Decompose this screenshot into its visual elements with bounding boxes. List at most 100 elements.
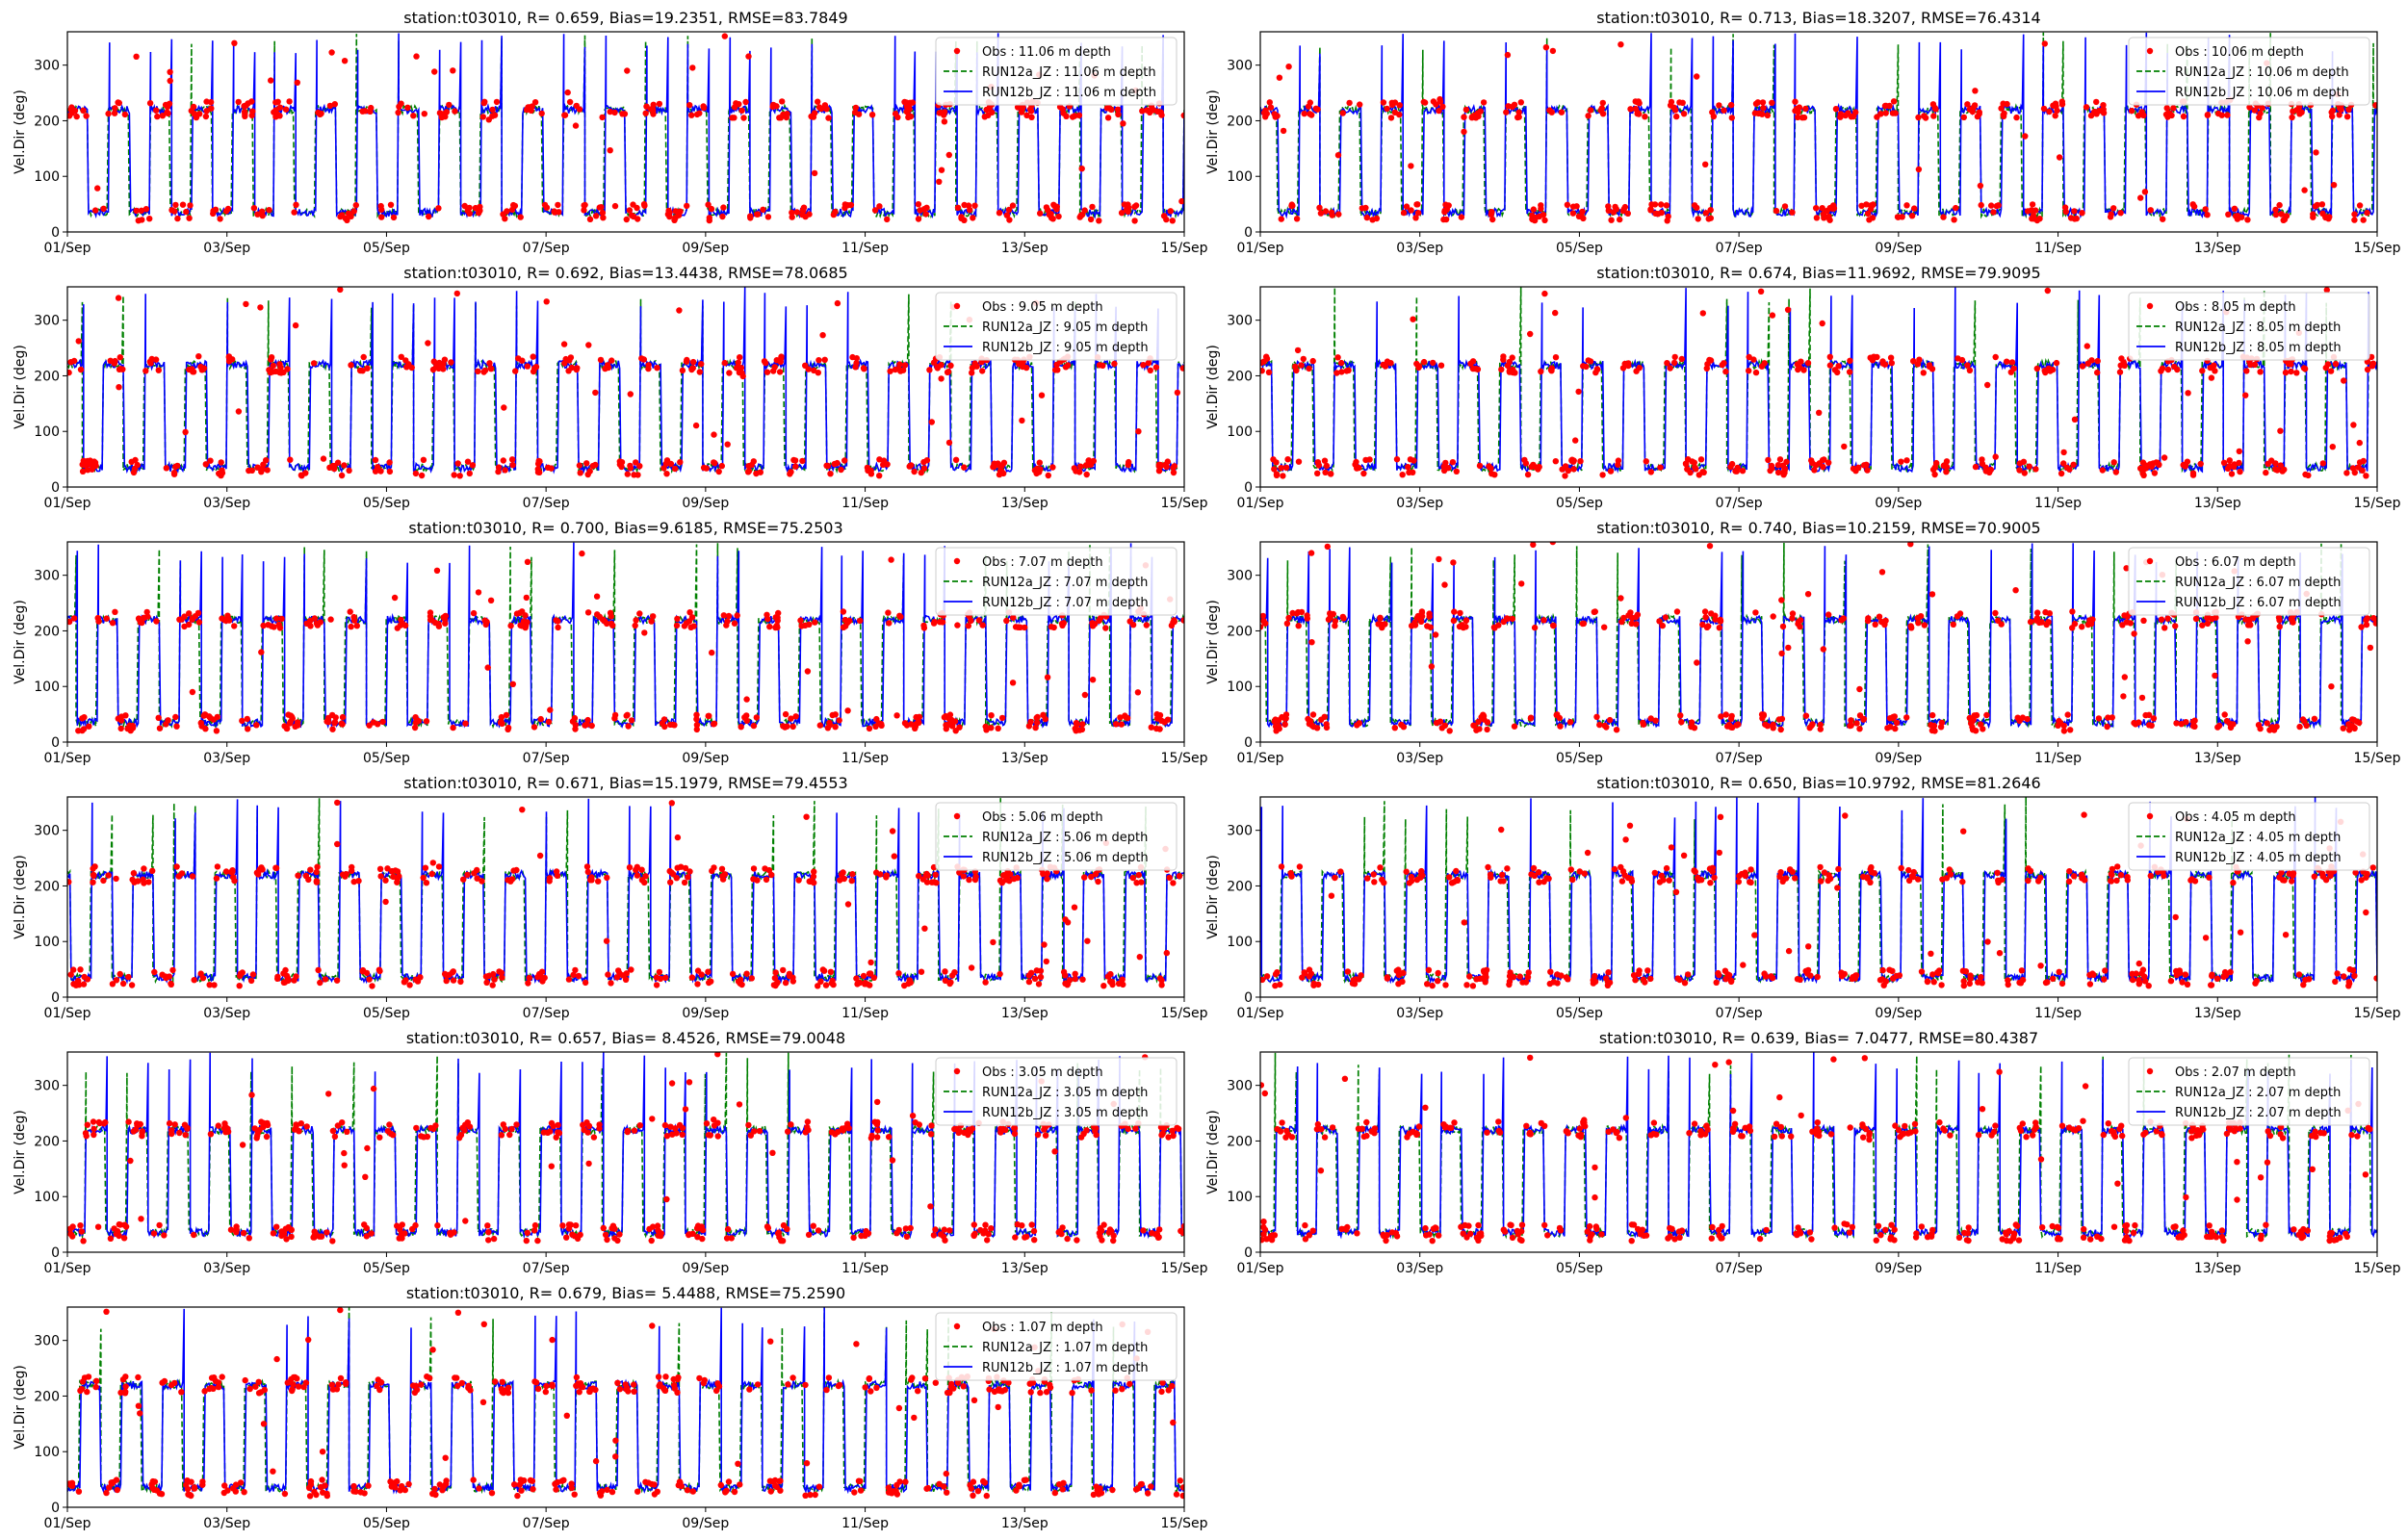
obs-point [328, 1381, 335, 1389]
obs-point [1006, 217, 1013, 223]
obs-point [805, 366, 812, 372]
obs-point [1148, 724, 1155, 731]
obs-point [411, 724, 419, 732]
obs-point [508, 1125, 515, 1133]
obs-point [1718, 1235, 1724, 1242]
obs-point [258, 1118, 265, 1125]
obs-point [1544, 1232, 1551, 1239]
obs-point [318, 1233, 325, 1240]
obs-point [480, 1321, 487, 1328]
obs-point [1652, 717, 1659, 724]
obs-point [592, 389, 599, 397]
obs-point [677, 459, 684, 466]
obs-point [1717, 813, 1724, 820]
obs-point [1648, 201, 1655, 208]
obs-point [995, 460, 1001, 467]
obs-point [932, 1226, 939, 1233]
obs-point [1567, 866, 1575, 873]
obs-point [1538, 202, 1544, 209]
obs-point [331, 101, 338, 108]
obs-point [199, 366, 207, 372]
obs-point [1671, 107, 1679, 114]
obs-point [364, 1144, 371, 1152]
x-tick-label: 01/Sep [1237, 241, 1284, 256]
obs-point [202, 461, 209, 468]
obs-point [502, 467, 508, 474]
x-tick-label: 11/Sep [841, 241, 889, 256]
obs-point [503, 1387, 509, 1394]
obs-point [561, 360, 568, 367]
obs-point [1711, 874, 1718, 881]
obs-point [1921, 113, 1928, 119]
obs-point [501, 404, 507, 411]
obs-point [189, 873, 196, 880]
obs-point [612, 1453, 619, 1460]
obs-point [1051, 1489, 1059, 1497]
obs-point [738, 981, 745, 988]
obs-point [232, 1481, 240, 1488]
obs-point [2299, 716, 2307, 723]
obs-point [2226, 457, 2233, 464]
obs-point [1716, 849, 1723, 857]
obs-point [1317, 1168, 1325, 1174]
obs-point [970, 1492, 976, 1500]
obs-point [172, 463, 179, 471]
obs-point [686, 609, 693, 616]
obs-point [1746, 1123, 1753, 1130]
obs-point [67, 971, 74, 978]
obs-point [1887, 1236, 1894, 1243]
legend-label: RUN12b_JZ : 2.07 m depth [2175, 1106, 2342, 1120]
obs-point [611, 202, 619, 210]
obs-point [1491, 472, 1498, 478]
obs-point [1309, 357, 1316, 365]
obs-point [240, 1229, 247, 1237]
obs-point [2356, 439, 2363, 447]
obs-point [2111, 1133, 2119, 1141]
obs-point [350, 613, 357, 621]
obs-point [2257, 369, 2264, 375]
obs-point [2257, 1174, 2265, 1181]
obs-point [1272, 723, 1280, 730]
obs-point [767, 1338, 774, 1345]
obs-point [1959, 878, 1966, 886]
obs-point [1599, 472, 1606, 478]
obs-point [2208, 982, 2215, 988]
obs-point [326, 102, 334, 110]
obs-point [2117, 210, 2124, 217]
y-tick-label: 200 [1227, 369, 1253, 384]
obs-point [1549, 542, 1556, 546]
obs-point [1722, 368, 1729, 375]
obs-point [1096, 617, 1102, 624]
obs-point [2071, 208, 2078, 215]
obs-point [1866, 217, 1873, 223]
obs-point [834, 459, 841, 467]
obs-point [113, 977, 120, 984]
obs-point [1373, 215, 1381, 222]
obs-point [1467, 1230, 1474, 1238]
obs-point [1096, 1229, 1103, 1237]
obs-point [1903, 714, 1910, 721]
obs-point [109, 620, 116, 627]
obs-point [1332, 618, 1339, 625]
obs-point [116, 970, 123, 978]
obs-point [1273, 459, 1280, 466]
obs-point [1730, 1125, 1737, 1132]
obs-point [735, 1460, 741, 1468]
obs-point [86, 723, 92, 730]
obs-point [915, 201, 922, 208]
obs-point [689, 64, 696, 71]
obs-point [2060, 728, 2068, 734]
obs-point [1045, 207, 1051, 214]
obs-point [1769, 465, 1775, 472]
obs-point [1276, 74, 1283, 81]
obs-point [2363, 473, 2369, 479]
obs-point [553, 1486, 559, 1493]
obs-point [130, 870, 138, 877]
obs-point [100, 205, 107, 212]
obs-point [2208, 374, 2215, 381]
obs-point [988, 712, 995, 719]
obs-point [2031, 216, 2037, 222]
obs-point [191, 1231, 197, 1239]
obs-point [270, 362, 276, 370]
obs-point [335, 1381, 342, 1388]
